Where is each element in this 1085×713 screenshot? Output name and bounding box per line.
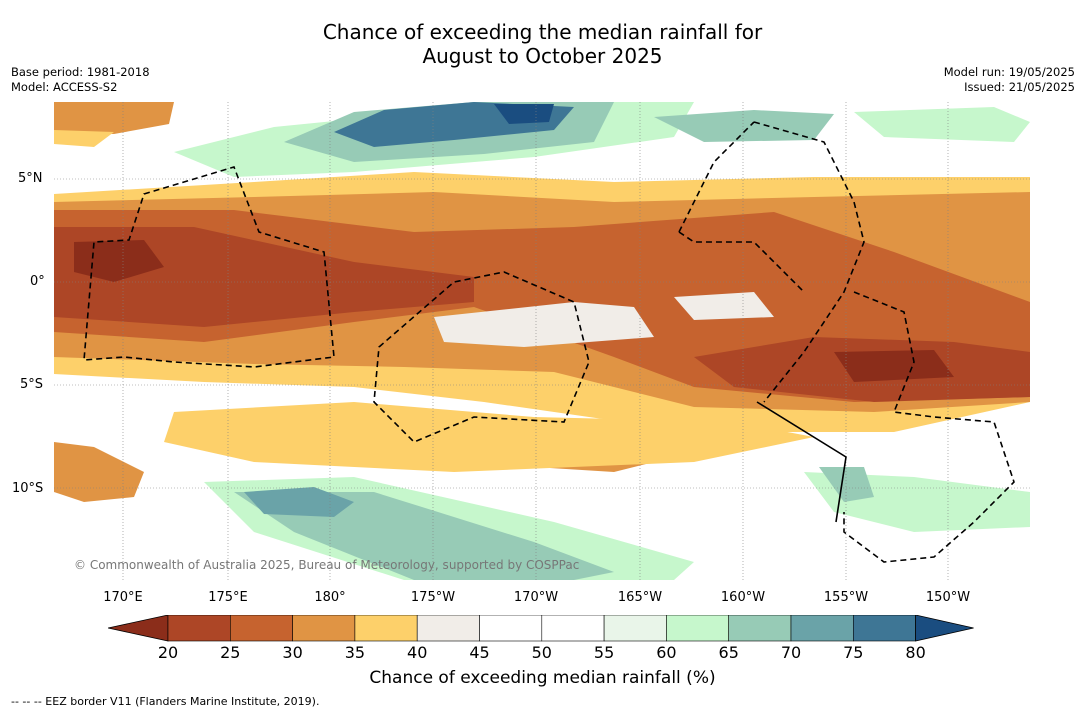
core-darkest-west <box>74 240 164 282</box>
model-run: Model run: 19/05/2025 <box>943 65 1075 79</box>
title-line-1: Chance of exceeding the median rainfall … <box>322 20 763 44</box>
deep-blue-north <box>494 104 554 124</box>
map-title: Chance of exceeding the median rainfall … <box>0 20 1085 68</box>
band-equatorial-dark <box>54 227 474 327</box>
meta-right: Model run: 19/05/2025 Issued: 21/05/2025 <box>944 65 1075 95</box>
core-darkest-east <box>834 350 954 382</box>
lat-label-0: 0° <box>30 274 45 289</box>
band-north-tan-2 <box>54 130 114 147</box>
copyright-text: © Commonwealth of Australia 2025, Bureau… <box>74 558 580 572</box>
issued-date: Issued: 21/05/2025 <box>964 80 1075 94</box>
colorbar-extend-high <box>915 615 974 642</box>
colorbar-segment <box>416 615 480 642</box>
lon-label-160w: 160°W <box>720 590 766 605</box>
lon-label-155w: 155°W <box>823 590 869 605</box>
colorbar-segment <box>167 615 231 642</box>
map-canvas <box>54 102 1030 580</box>
lon-label-170e: 170°E <box>103 590 143 605</box>
colorbar-label: Chance of exceeding median rainfall (%) <box>369 668 716 688</box>
orange-patch-sw <box>54 442 144 502</box>
colorbar-tick-label: 30 <box>282 643 303 662</box>
colorbar-tick-label: 75 <box>843 643 864 662</box>
lat-label-5s: 5°S <box>20 377 44 392</box>
teal-patch-se <box>819 467 874 502</box>
model-name: Model: ACCESS-S2 <box>11 80 118 94</box>
eez-borders <box>83 121 1015 563</box>
graticule <box>54 102 1030 580</box>
colorbar-extend-low <box>108 615 169 642</box>
colorbar-tick-label: 80 <box>905 643 926 662</box>
meta-left: Base period: 1981-2018 Model: ACCESS-S2 <box>11 65 150 95</box>
lon-label-150w: 150°W <box>925 590 971 605</box>
colorbar-tick-label: 55 <box>593 643 615 662</box>
lat-label-10s: 10°S <box>12 481 44 496</box>
colorbar-segment <box>292 615 356 642</box>
band-north-tan <box>54 102 174 134</box>
lon-label-175e: 175°E <box>208 590 248 605</box>
lon-label-165w: 165°W <box>617 590 663 605</box>
lon-label-175w: 175°W <box>410 590 456 605</box>
colorbar-tick-label: 65 <box>718 643 739 662</box>
green-patch-ne <box>854 107 1030 142</box>
colorbar-segment <box>790 615 854 642</box>
colorbar-tick-label: 45 <box>469 643 490 662</box>
rainfall-map[interactable]: © Commonwealth of Australia 2025, Bureau… <box>54 102 1030 580</box>
colorbar-segment <box>728 615 792 642</box>
base-period: Base period: 1981-2018 <box>11 65 150 79</box>
title-line-2: August to October 2025 <box>422 44 663 68</box>
colorbar-segment <box>666 615 730 642</box>
colorbar-tick-label: 70 <box>780 643 802 662</box>
lon-label-180: 180° <box>314 590 346 605</box>
colorbar-tick-label: 50 <box>531 643 552 662</box>
teal-patch-ne <box>654 110 834 142</box>
colorbar-segment <box>230 615 293 642</box>
colorbar-segment <box>354 615 418 642</box>
blue-patch-south <box>244 487 354 517</box>
eez-solid-border <box>756 401 847 523</box>
colorbar-tick-label: 35 <box>344 643 366 662</box>
colorbar-segment <box>541 615 605 642</box>
pale-gap-central <box>434 302 654 347</box>
colorbar-tick-label: 20 <box>157 643 179 662</box>
eez-footnote: -- -- -- EEZ border V11 (Flanders Marine… <box>11 695 320 708</box>
colorbar-tick-label: 40 <box>407 643 428 662</box>
yellow-patch-south <box>164 402 814 472</box>
lon-label-170w: 170°W <box>513 590 559 605</box>
colorbar <box>108 615 974 642</box>
lat-label-5n: 5°N <box>18 171 43 186</box>
pale-gap-east <box>674 292 774 320</box>
colorbar-segment <box>479 615 543 642</box>
colorbar-segment <box>852 615 916 642</box>
colorbar-tick-label: 60 <box>656 643 677 662</box>
colorbar-segment <box>603 615 667 642</box>
colorbar-tick-label: 25 <box>220 643 241 662</box>
